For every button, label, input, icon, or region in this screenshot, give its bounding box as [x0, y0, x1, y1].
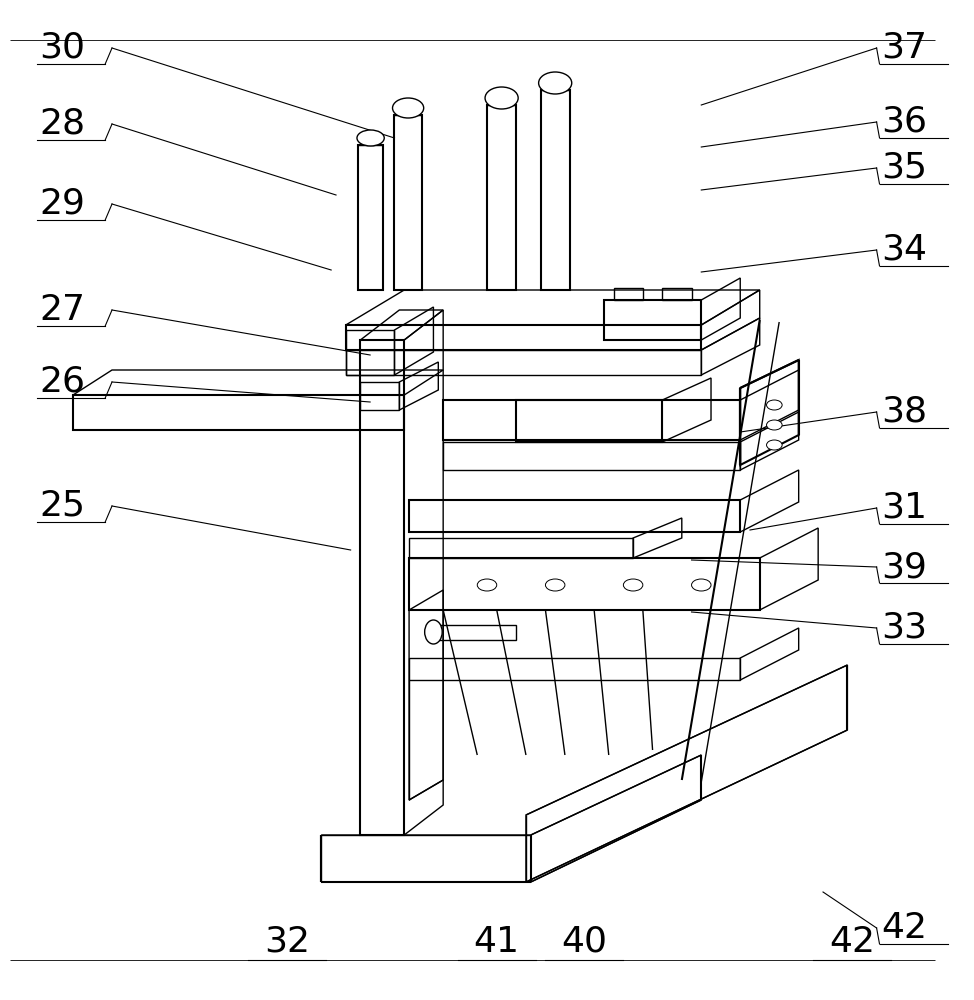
Ellipse shape — [393, 98, 424, 118]
Bar — [614, 288, 643, 300]
Bar — [360, 382, 399, 410]
Text: 34: 34 — [881, 233, 927, 267]
Text: 42: 42 — [881, 911, 927, 945]
Text: 32: 32 — [264, 925, 311, 959]
Ellipse shape — [767, 420, 782, 430]
Ellipse shape — [539, 72, 572, 94]
Text: 25: 25 — [39, 489, 85, 523]
Bar — [358, 145, 383, 290]
Ellipse shape — [425, 620, 442, 644]
Text: 36: 36 — [881, 105, 927, 139]
Text: 37: 37 — [881, 31, 927, 65]
Text: 31: 31 — [881, 491, 927, 525]
Ellipse shape — [692, 579, 711, 591]
Ellipse shape — [623, 579, 643, 591]
Ellipse shape — [545, 579, 565, 591]
Ellipse shape — [767, 400, 782, 410]
Ellipse shape — [477, 579, 497, 591]
Text: 29: 29 — [39, 187, 85, 221]
Bar — [394, 115, 422, 290]
Text: 38: 38 — [881, 395, 927, 429]
Bar — [662, 288, 692, 300]
Bar — [346, 330, 394, 375]
Text: 35: 35 — [881, 151, 927, 185]
Ellipse shape — [485, 87, 518, 109]
Text: 26: 26 — [39, 365, 85, 399]
Text: 33: 33 — [881, 611, 927, 645]
Bar — [487, 105, 516, 290]
Text: 40: 40 — [561, 925, 608, 959]
Text: 30: 30 — [39, 31, 85, 65]
Ellipse shape — [356, 130, 385, 146]
Text: 27: 27 — [39, 293, 85, 327]
Text: 39: 39 — [881, 550, 927, 584]
Bar — [604, 300, 701, 340]
Text: 28: 28 — [39, 107, 85, 141]
Ellipse shape — [767, 440, 782, 450]
Text: 41: 41 — [473, 925, 520, 959]
Bar — [541, 90, 570, 290]
Text: 42: 42 — [829, 925, 876, 959]
